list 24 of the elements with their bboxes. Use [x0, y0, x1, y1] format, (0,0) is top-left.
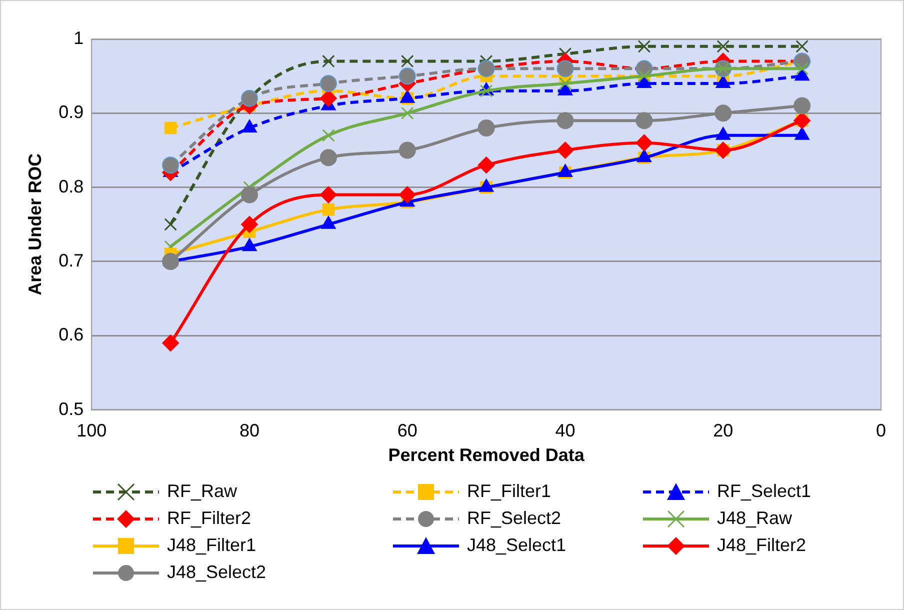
legend-label: RF_Select1	[717, 481, 812, 502]
x-axis-title: Percent Removed Data	[388, 445, 586, 466]
y-tick-label: 0.5	[58, 398, 84, 419]
legend-label: J48_Raw	[717, 508, 792, 529]
x-tick-label: 100	[76, 420, 107, 441]
y-tick-label: 0.6	[58, 324, 84, 345]
legend-label: J48_Filter1	[167, 535, 256, 556]
legend-label: RF_Filter2	[167, 508, 252, 529]
y-tick-label: 1	[74, 28, 84, 48]
legend-label: RF_Raw	[167, 481, 238, 502]
y-axis-title: Area Under ROC	[24, 153, 45, 296]
x-tick-label: 80	[239, 420, 260, 441]
legend-label: J48_Select2	[167, 562, 266, 583]
legend-label: RF_Filter1	[467, 481, 552, 502]
x-tick-label: 60	[397, 420, 418, 441]
y-tick-label: 0.9	[58, 102, 84, 122]
legend-label: J48_Filter2	[717, 535, 806, 556]
x-tick-label: 20	[713, 420, 734, 441]
x-tick-label: 0	[876, 420, 886, 441]
legend-label: RF_Select2	[467, 508, 562, 529]
y-tick-label: 0.7	[58, 250, 84, 270]
legend-label: J48_Select1	[467, 535, 566, 556]
y-tick-label: 0.8	[58, 176, 84, 196]
x-tick-label: 40	[555, 420, 576, 441]
